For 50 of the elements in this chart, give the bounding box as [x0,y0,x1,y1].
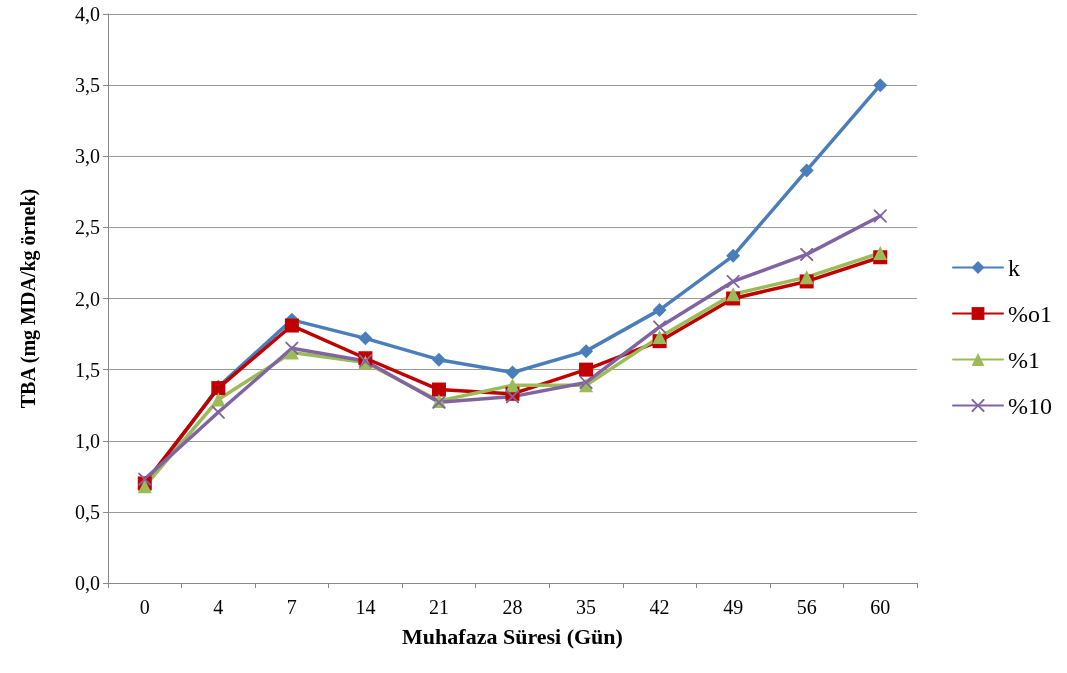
point [138,472,152,486]
point [873,78,888,93]
point [799,270,814,285]
point [211,405,225,419]
x-tick-label: 4 [213,596,224,618]
x-tick-label: 49 [723,596,744,618]
legend-label: %1 [1008,346,1041,373]
y-tick-label: 2,5 [75,216,100,239]
point [652,329,667,344]
point [505,378,520,393]
point [358,331,373,346]
legend-label: k [1008,254,1021,281]
x-tick-label: 21 [428,596,449,618]
point [431,382,446,397]
point [285,341,299,355]
point [873,209,887,223]
x-tick-label: 7 [286,596,297,618]
y-tick-label: 2,0 [75,287,100,310]
point [579,362,594,377]
point [726,248,741,263]
y-tick-label: 4,0 [75,3,100,25]
x-tick-label: 28 [502,596,523,618]
y-tick-label: 3,5 [75,74,100,97]
x-tick-label: 0 [139,596,150,618]
point [211,392,226,407]
y-tick-label: 0,0 [75,572,100,594]
point [800,247,814,261]
point [726,287,741,302]
x-tick-label: 14 [355,596,376,618]
point [799,163,814,178]
point [652,302,667,317]
x-axis-title: Muhafaza Süresi (Gün) [402,623,623,649]
x-tick-label: 35 [576,596,597,618]
y-axis-title: TBA (mg MDA/kg örnek) [17,188,40,409]
point [726,274,740,288]
point [431,352,446,367]
y-tick-label: 3,0 [75,145,100,168]
x-tick-label: 56 [796,596,817,618]
legend-label: %10 [1008,392,1053,419]
point [505,365,520,380]
x-tick-label: 60 [870,596,891,618]
y-tick-label: 1,0 [75,429,100,452]
point [284,318,299,333]
y-tick-label: 1,5 [75,358,100,381]
legend-label: %o1 [1008,300,1053,327]
point [506,390,519,404]
y-tick-label: 0,5 [75,500,100,523]
point [873,245,888,260]
point [579,344,594,359]
x-tick-label: 42 [649,596,670,618]
